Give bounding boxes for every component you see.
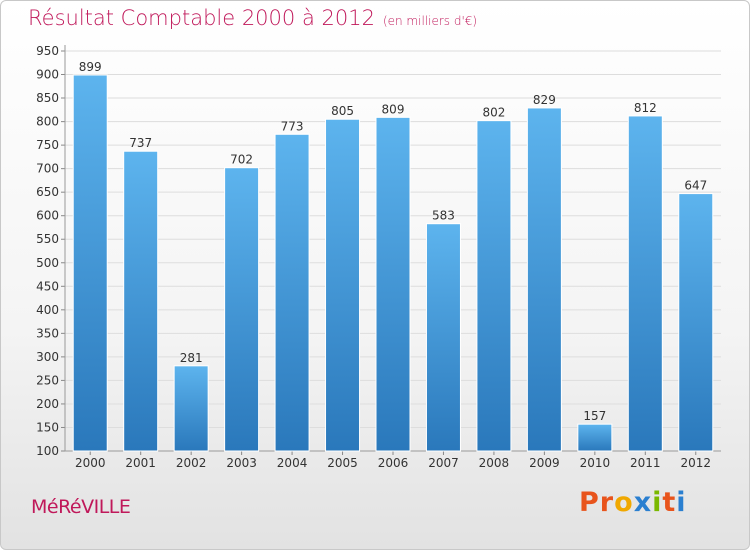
x-tick-label: 2008 [479,456,510,470]
bar-value-label: 899 [79,60,102,74]
y-tick-label: 250 [36,373,59,387]
bar-value-label: 647 [684,179,707,193]
y-tick-label: 450 [36,279,59,293]
bar [425,223,461,452]
x-tick-label: 2002 [176,456,207,470]
bar-value-label: 281 [180,351,203,365]
bar-value-label: 737 [129,136,152,150]
x-tick-labels: 2000 2001 2002 2003 2004 2005 2006 2007 2008 2009… [75,456,711,470]
bar [678,193,714,452]
logo-letter: t [662,487,677,518]
bars: 899 737 281 702 773 805 809 583 802 829 157 812 647 [72,60,714,452]
y-tick-label: 150 [36,420,59,434]
chart-unit: (en milliers d'€) [382,14,478,28]
x-tick-label: 2009 [529,456,560,470]
x-tick-label: 2012 [680,456,711,470]
logo-letter: x [633,487,653,518]
logo-letter: i [652,487,663,518]
bar-value-label: 157 [583,409,606,423]
y-tick-label: 500 [36,256,59,270]
x-tick-label: 2010 [580,456,611,470]
proxiti-logo: Proxiti [579,487,687,518]
bar-value-label: 773 [281,119,304,133]
logo-letter: i [676,487,687,518]
bar-value-label: 805 [331,104,354,118]
bar [224,167,260,452]
bar [173,365,209,452]
x-tick-label: 2007 [428,456,459,470]
bar [577,423,613,452]
bar [325,118,361,452]
bar [274,133,310,452]
x-tick-label: 2000 [75,456,106,470]
chart-title: Résultat Comptable 2000 à 2012 (en millie… [28,6,477,30]
y-tick-labels: 100 150 200 250 300 350 400 450 500 550 600 650 700 7… [36,44,59,458]
x-tick-label: 2004 [277,456,308,470]
bar [526,107,562,452]
bar [123,150,159,452]
x-tick-label: 2005 [327,456,358,470]
y-tick-label: 350 [36,326,59,340]
y-tick-label: 650 [36,185,59,199]
chart-title-text: Résultat Comptable 2000 à 2012 [28,6,375,30]
bar [627,115,663,452]
y-tick-label: 900 [36,68,59,82]
bar-value-label: 809 [382,102,405,116]
y-tick-label: 400 [36,303,59,317]
bar-value-label: 702 [230,153,253,167]
bar [72,74,108,452]
bar [375,116,411,452]
logo-letter: P [579,487,600,518]
y-tick-label: 300 [36,350,59,364]
logo-letter: r [599,487,615,518]
bar-value-label: 802 [482,106,505,120]
y-tick-label: 550 [36,232,59,246]
bar-value-label: 812 [634,101,657,115]
y-tick-label: 200 [36,397,59,411]
y-tick-label: 750 [36,138,59,152]
city-name: MéRéVILLE [31,496,131,518]
bar [476,120,512,452]
logo-letter: o [614,487,634,518]
y-tick-label: 600 [36,209,59,223]
bar-value-label: 583 [432,209,455,223]
y-tick-label: 700 [36,162,59,176]
y-tick-label: 800 [36,115,59,129]
y-tick-label: 850 [36,91,59,105]
x-tick-label: 2003 [226,456,257,470]
y-tick-label: 950 [36,44,59,58]
y-tick-label: 100 [36,444,59,458]
bar-value-label: 829 [533,93,556,107]
x-tick-label: 2011 [630,456,661,470]
x-tick-label: 2001 [125,456,156,470]
x-tick-label: 2006 [378,456,409,470]
